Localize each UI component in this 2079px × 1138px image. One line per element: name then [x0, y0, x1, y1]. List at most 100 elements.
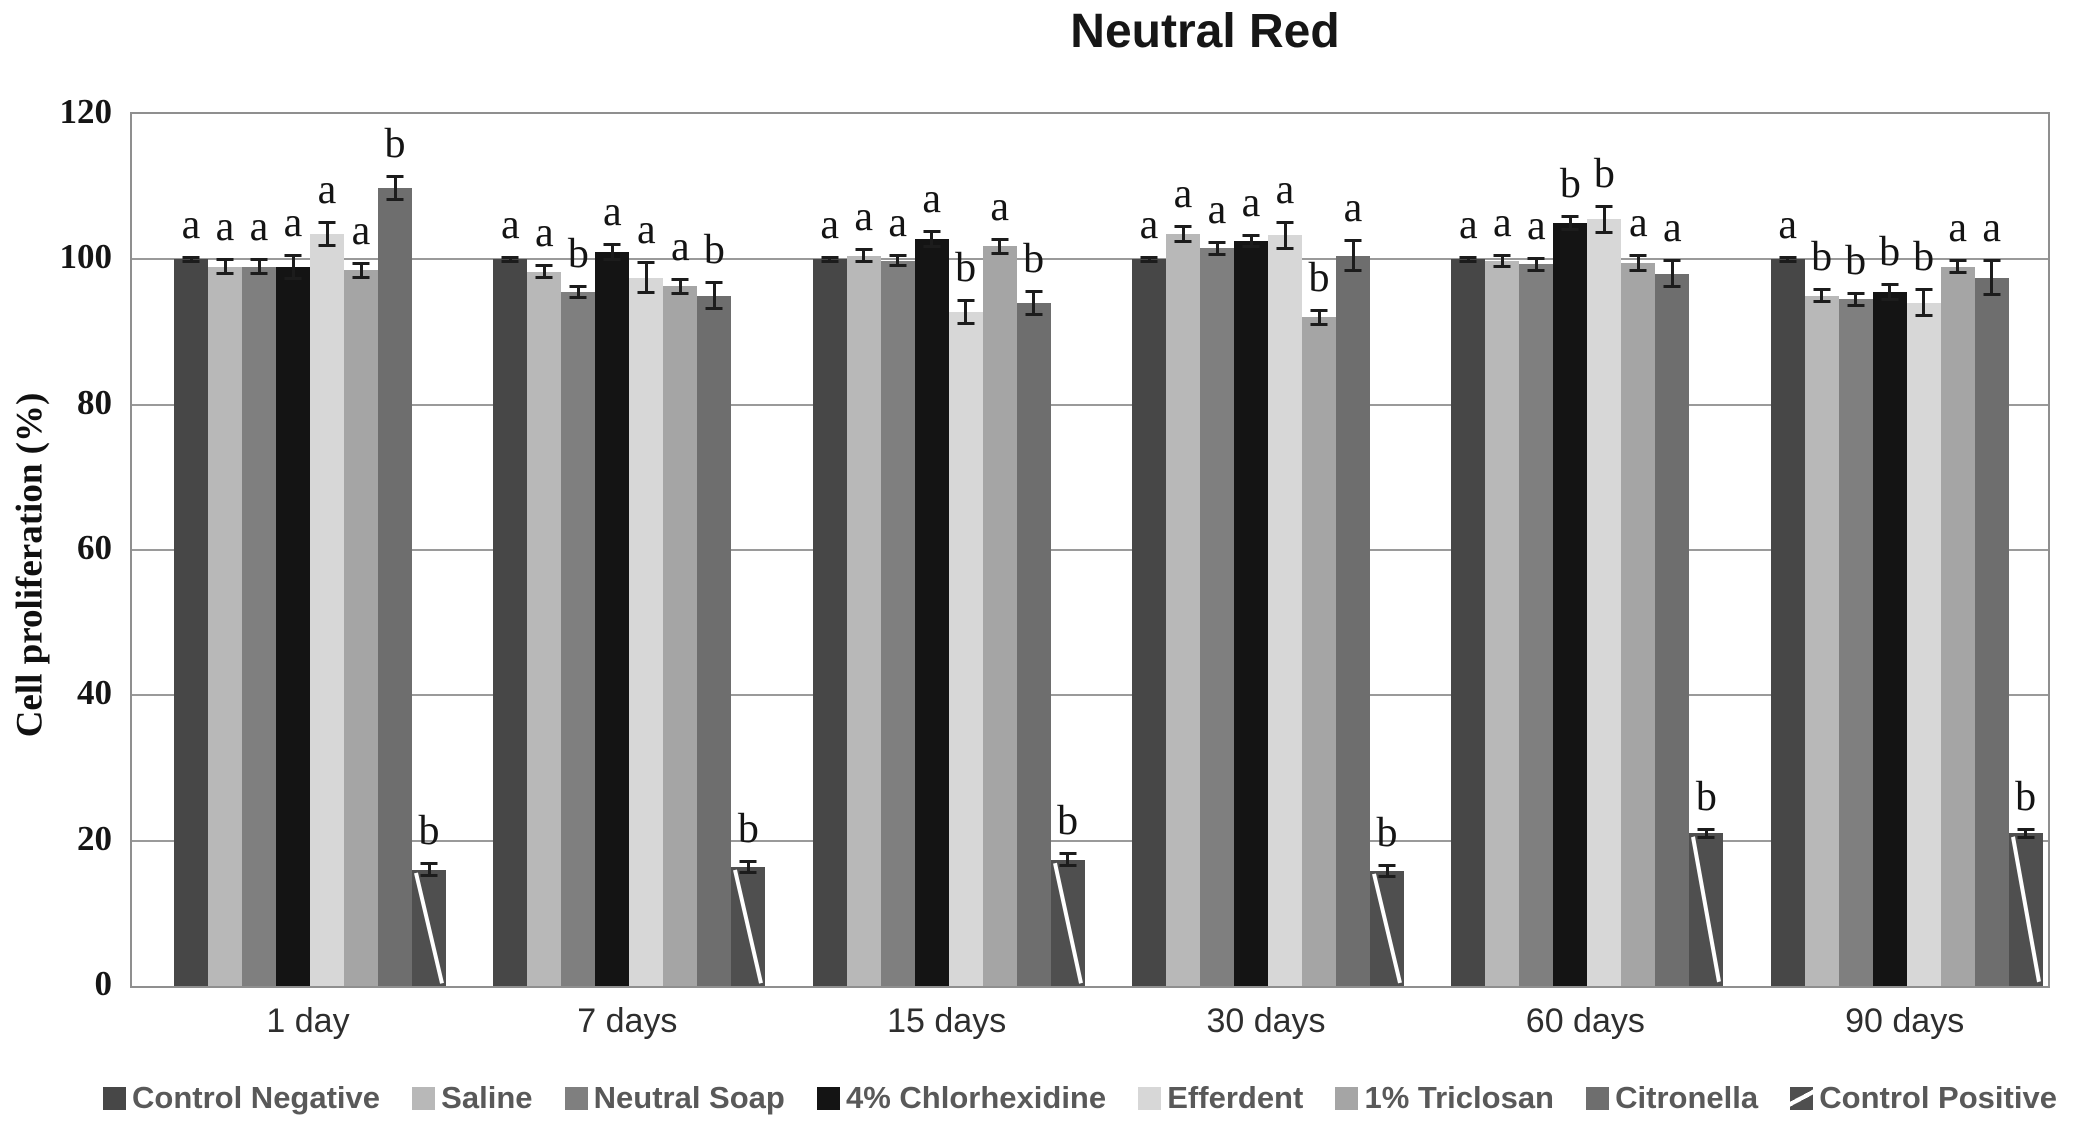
bar-slot: a	[880, 114, 915, 986]
sig-letter: a	[1241, 179, 1261, 226]
legend-label: 1% Triclosan	[1364, 1080, 1554, 1115]
error-bar	[1629, 254, 1647, 272]
legend-item: Saline	[412, 1080, 533, 1116]
bar-slot: a	[1132, 114, 1166, 986]
y-tick-label: 60	[77, 528, 112, 567]
error-bar	[923, 229, 941, 249]
bar-slot: a	[208, 114, 242, 986]
bar	[1838, 299, 1873, 986]
bar	[1166, 233, 1200, 986]
sig-letter: b	[1593, 150, 1615, 197]
bar-slot: a	[1770, 114, 1805, 986]
diagonal-stripe	[1052, 862, 1083, 984]
legend-swatch	[564, 1086, 588, 1110]
legend-item: 4% Chlorhexidine	[817, 1080, 1106, 1116]
sig-letter: a	[501, 201, 520, 248]
bar-slot: b	[1050, 114, 1085, 986]
gridline	[132, 258, 2048, 261]
error-bar	[603, 243, 621, 261]
bar-slot: a	[242, 114, 276, 986]
error-bar	[1140, 255, 1158, 263]
sig-letter: a	[283, 199, 303, 246]
bar-slot: b	[1587, 114, 1622, 986]
bar	[208, 266, 242, 986]
bar	[1336, 255, 1370, 986]
bar	[1016, 302, 1051, 986]
x-axis-label: 60 days	[1525, 1002, 1645, 1040]
bar	[2008, 833, 2043, 986]
bar	[595, 252, 630, 986]
legend-swatch	[412, 1086, 436, 1110]
sig-letter: b	[1057, 798, 1079, 845]
bar-slot: b	[1302, 114, 1336, 986]
error-bar	[705, 281, 723, 311]
bar-slot: a	[663, 114, 698, 986]
bar	[1370, 871, 1404, 986]
bar-slot: a	[1655, 114, 1690, 986]
legend-label: Control Negative	[132, 1080, 381, 1115]
error-bar	[2017, 827, 2035, 840]
legend-item: 1% Triclosan	[1335, 1080, 1554, 1116]
bar	[629, 277, 664, 986]
bar-slot: b	[697, 114, 732, 986]
error-bar	[957, 298, 975, 325]
bar-slot: b	[412, 114, 446, 986]
bar-slot: b	[561, 114, 596, 986]
bar-slot: b	[1804, 114, 1839, 986]
sig-letter: a	[990, 183, 1009, 230]
sig-letter: a	[671, 223, 690, 270]
error-bar	[250, 257, 268, 276]
legend-label: 4% Chlorhexidine	[846, 1080, 1107, 1115]
bar-slot: b	[948, 114, 983, 986]
sig-letter: b	[737, 805, 759, 852]
error-bar	[1983, 259, 2001, 296]
x-axis-label: 1 day	[266, 1002, 350, 1040]
error-bar	[671, 277, 689, 295]
diagonal-stripe	[1691, 836, 1722, 983]
bar	[982, 246, 1017, 986]
error-bar	[501, 255, 519, 263]
error-bar	[386, 175, 404, 202]
bar-slot: a	[1974, 114, 2009, 986]
bar	[1974, 277, 2009, 986]
bar-slot: a	[595, 114, 630, 986]
sig-letter: a	[1778, 201, 1797, 248]
error-bar	[1276, 220, 1294, 250]
diagonal-stripe	[414, 872, 444, 984]
sig-letter: a	[1948, 205, 1967, 252]
sig-letter: b	[1845, 238, 1867, 285]
sig-letter: a	[351, 207, 371, 254]
sig-letter: b	[1023, 235, 1045, 282]
sig-letter: b	[1811, 234, 1833, 281]
y-tick-label: 40	[77, 673, 112, 713]
gridline	[132, 694, 2048, 697]
bar	[493, 259, 528, 986]
bar-slot: a	[1621, 114, 1656, 986]
y-tick-label: 80	[77, 382, 112, 422]
bar-slot: a	[982, 114, 1017, 986]
error-bar	[1663, 259, 1681, 289]
bar-slot: b	[1370, 114, 1404, 986]
error-bar	[1697, 827, 1715, 840]
error-bar	[1459, 255, 1477, 263]
bar-slot: a	[1166, 114, 1200, 986]
bar-slot: b	[1906, 114, 1941, 986]
bar-slot: a	[276, 114, 310, 986]
bar-slot: b	[378, 114, 412, 986]
bar	[1132, 259, 1166, 986]
error-bar	[1208, 241, 1226, 256]
sig-letter: a	[535, 210, 554, 257]
error-bar	[1174, 225, 1192, 243]
bar	[812, 259, 847, 986]
gridline	[132, 839, 2048, 842]
sig-letter: a	[854, 194, 873, 241]
bar-slot: a	[1485, 114, 1520, 986]
y-tick-label: 20	[77, 818, 112, 858]
error-bar	[637, 260, 655, 295]
x-axis-label: 30 days	[1206, 1002, 1326, 1040]
error-bar	[1561, 215, 1579, 231]
bar-slot: a	[846, 114, 881, 986]
